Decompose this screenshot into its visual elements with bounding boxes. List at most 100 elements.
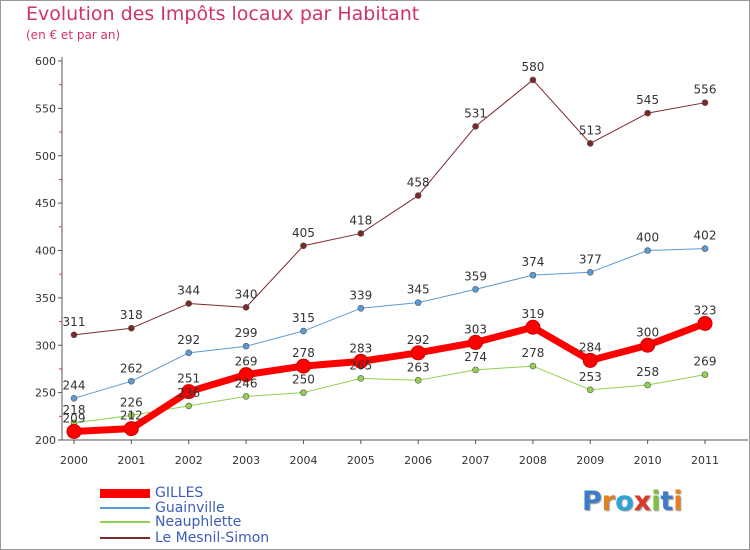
x-tick-label: 2009	[576, 454, 604, 467]
data-point	[529, 271, 537, 279]
data-point	[238, 367, 254, 383]
x-tick-label: 2008	[519, 454, 547, 467]
legend-item-guainville: Guainville	[100, 500, 225, 516]
data-label: 359	[464, 269, 487, 283]
x-tick-label: 2005	[347, 454, 375, 467]
data-label: 299	[235, 326, 258, 340]
data-label: 402	[694, 229, 717, 243]
data-label: 284	[579, 340, 602, 354]
data-point	[70, 331, 78, 339]
data-label: 263	[407, 360, 430, 374]
data-point	[582, 352, 598, 368]
data-label: 311	[63, 315, 86, 329]
data-label: 269	[235, 355, 258, 369]
data-label: 556	[694, 83, 717, 97]
data-label: 246	[235, 376, 258, 390]
data-label: 209	[63, 411, 86, 425]
data-label: 265	[349, 358, 372, 372]
x-tick-label: 2001	[117, 454, 145, 467]
data-point	[357, 230, 365, 237]
data-point	[123, 421, 139, 437]
legend-label-guainville: Guainville	[155, 500, 225, 516]
data-label: 253	[579, 370, 602, 384]
y-tick-label: 200	[35, 434, 56, 447]
data-point	[697, 315, 713, 331]
data-point	[414, 377, 422, 384]
data-point	[701, 371, 709, 378]
data-label: 339	[349, 288, 372, 302]
data-label: 345	[407, 283, 430, 297]
logo-letter: x	[633, 486, 652, 517]
data-label: 212	[120, 409, 143, 423]
data-point	[644, 109, 651, 117]
x-tick-label: 2003	[232, 454, 260, 467]
data-label: 340	[235, 287, 258, 301]
y-tick-label: 500	[35, 150, 56, 163]
data-point	[529, 362, 537, 370]
data-point	[353, 353, 369, 369]
data-point	[300, 242, 307, 250]
legend-swatch-gilles	[100, 488, 150, 498]
legend-swatch-le-mesnil-simon	[100, 537, 150, 539]
data-label: 531	[464, 106, 487, 120]
logo-letter: r	[601, 486, 616, 517]
chart-subtitle: (en € et par an)	[26, 28, 121, 42]
legend-item-gilles: GILLES	[100, 485, 204, 501]
y-tick-label: 450	[35, 197, 56, 210]
data-point	[701, 99, 709, 106]
data-point	[472, 286, 479, 293]
data-point	[472, 123, 479, 130]
logo-letter: i	[651, 486, 661, 517]
data-label: 274	[464, 350, 487, 364]
data-point	[586, 386, 594, 394]
legend-label-neauphlette: Neauphlette	[155, 514, 242, 530]
data-point	[185, 300, 193, 307]
series-line-le-mesnil-simon	[73, 79, 706, 336]
data-label: 303	[464, 322, 487, 336]
legend-item-neauphlette: Neauphlette	[100, 514, 242, 530]
data-point	[70, 395, 78, 402]
logo-letter: P	[582, 486, 602, 517]
y-tick-label: 600	[35, 55, 56, 68]
data-label: 292	[177, 333, 200, 347]
data-label: 269	[694, 355, 717, 369]
x-tick-label: 2004	[289, 454, 317, 467]
y-tick-label: 250	[35, 387, 56, 400]
data-label: 236	[177, 386, 200, 400]
data-label: 344	[177, 284, 200, 298]
data-label: 323	[694, 303, 717, 317]
x-tick-label: 2011	[691, 454, 719, 467]
data-label: 262	[120, 361, 143, 375]
data-label: 218	[63, 403, 86, 417]
data-point	[300, 389, 307, 396]
y-tick-label: 350	[35, 292, 56, 305]
x-tick-label: 2006	[404, 454, 432, 467]
data-point	[525, 319, 541, 335]
legend-label-gilles: GILLES	[155, 485, 204, 501]
data-point	[410, 345, 426, 361]
data-point	[468, 334, 484, 350]
series-line-gilles	[73, 320, 707, 435]
data-point	[640, 337, 656, 353]
data-point	[242, 342, 250, 350]
series-line-guainville	[73, 248, 706, 399]
data-label: 377	[579, 252, 602, 266]
data-label: 458	[407, 176, 430, 190]
data-point	[242, 393, 250, 400]
data-label: 418	[349, 213, 372, 227]
data-label: 318	[120, 308, 143, 322]
data-point	[414, 192, 422, 199]
data-label: 251	[177, 372, 200, 386]
data-label: 545	[636, 93, 659, 107]
logo-letter: i	[673, 486, 683, 517]
logo-letter: o	[615, 486, 634, 517]
data-point	[185, 402, 193, 410]
x-tick-label: 2002	[175, 454, 203, 467]
data-label: 226	[120, 395, 143, 409]
data-point	[242, 304, 250, 311]
data-label: 292	[407, 333, 430, 347]
data-label: 283	[349, 341, 372, 355]
data-label: 374	[521, 255, 544, 269]
